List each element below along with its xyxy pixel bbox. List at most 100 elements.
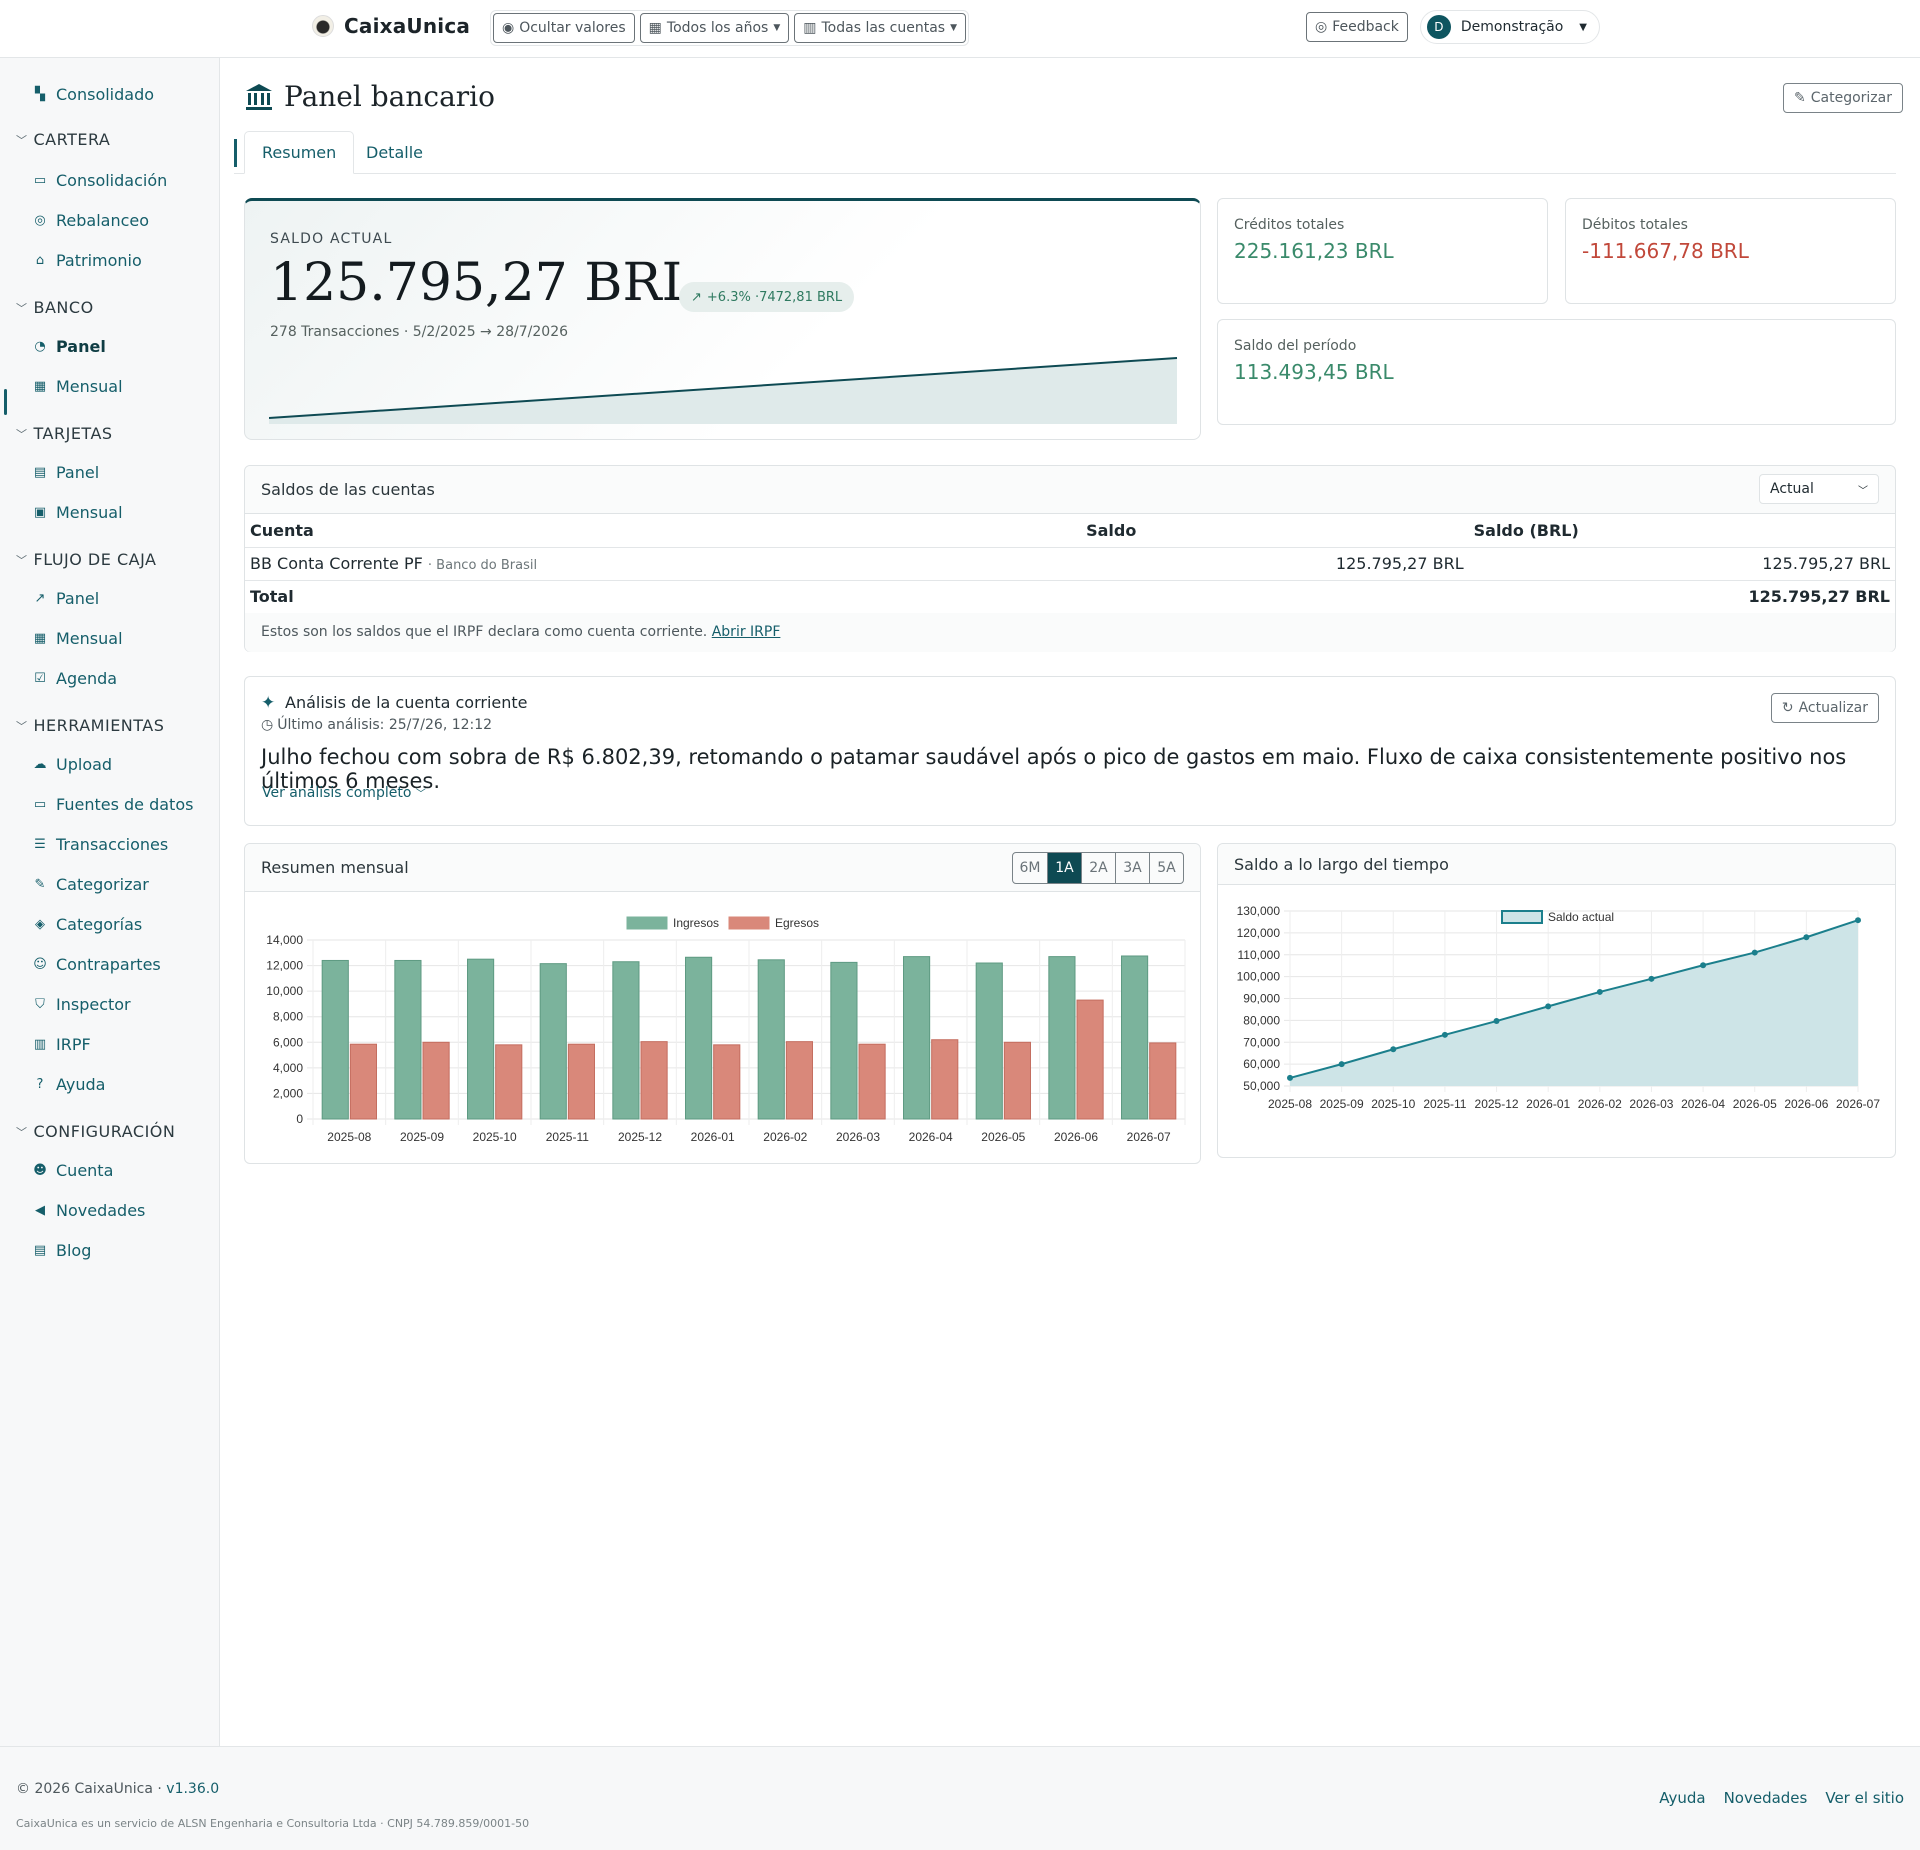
sidebar-item-irpf[interactable]: ▥ IRPF: [33, 1034, 91, 1054]
sidebar-item-upload[interactable]: ☁ Upload: [33, 754, 113, 774]
feedback-button[interactable]: ◎ Feedback: [1305, 12, 1408, 42]
wallet-icon: ▭: [33, 172, 47, 188]
table-row[interactable]: BB Conta Corrente PF · Banco do Brasil 1…: [245, 547, 1895, 581]
bar-ingresos: [757, 959, 785, 1120]
sidebar-item-novedades[interactable]: ◀ Novedades: [32, 1198, 145, 1222]
sidebar-item-inspector[interactable]: ⛉ Inspector: [32, 992, 131, 1016]
sidebar-item-banco-panel[interactable]: ◔ Panel: [32, 334, 106, 358]
range-3a-button[interactable]: 3A: [1115, 853, 1149, 883]
trend-up-icon: ↗: [34, 590, 46, 606]
magic-wand-icon: ✎: [34, 876, 46, 892]
user-name: Demonstração: [1460, 19, 1564, 35]
sidebar-item-ayuda[interactable]: ? Ayuda: [32, 1072, 106, 1096]
monthly-summary-header: Resumen mensual 6M 1A 2A 3A 5A: [245, 844, 1200, 892]
sidebar-item-patrimonio[interactable]: ⌂ Patrimonio: [32, 248, 142, 272]
cloud-upload-icon: ☁: [33, 756, 47, 772]
user-menu[interactable]: D Demonstração ▼: [1419, 10, 1600, 44]
tab-resumen[interactable]: Resumen: [244, 131, 355, 174]
sidebar-item-banco-mensual[interactable]: ▦ Mensual: [33, 376, 123, 396]
total-credits-value: 225.161,23 BRL: [1234, 239, 1394, 263]
top-controls: ◉ Ocultar valores ▦ Todos los años ▼ ▥ T…: [490, 10, 970, 46]
section-flujo-de-caja[interactable]: ﹀ FLUJO DE CAJA: [16, 550, 157, 569]
sidebar-item-cuenta[interactable]: ☻ Cuenta: [33, 1160, 114, 1180]
x-tick-label: 2026-03: [1629, 1097, 1673, 1111]
see-full-analysis-link[interactable]: Ver análisis completo ﹀: [262, 785, 426, 801]
y-tick-label: 70,000: [1243, 1035, 1280, 1049]
sidebar-item-flujo-panel[interactable]: ↗ Panel: [32, 586, 100, 610]
bar-egresos: [1003, 1041, 1031, 1120]
footer-site-link[interactable]: Ver el sitio: [1825, 1789, 1904, 1807]
sidebar-item-tarjetas-mensual[interactable]: ▣ Mensual: [33, 502, 123, 522]
data-point: [1545, 1003, 1552, 1010]
caret-down-icon: ▼: [950, 23, 958, 33]
arrow-up-right-icon: ↗: [691, 289, 702, 305]
section-cartera[interactable]: ﹀ CARTERA: [16, 130, 111, 149]
top-bar: CaixaUnica ◉ Ocultar valores ▦ Todos los…: [0, 0, 1920, 58]
tab-bar: Resumen Detalle: [234, 131, 1896, 174]
y-tick-label: 130,000: [1237, 904, 1281, 918]
range-5a-button[interactable]: 5A: [1149, 853, 1183, 883]
section-tarjetas[interactable]: ﹀ TARJETAS: [16, 424, 113, 443]
data-point: [1493, 1018, 1500, 1025]
bar-egresos: [422, 1041, 450, 1120]
legend-label: Ingresos: [673, 916, 719, 930]
sidebar-item-consolidacion[interactable]: ▭ Consolidación: [33, 170, 168, 190]
data-point: [1751, 949, 1758, 956]
bar-egresos: [640, 1041, 668, 1120]
sidebar-item-transacciones[interactable]: ☰ Transacciones: [32, 832, 168, 856]
sidebar-item-categorizar[interactable]: ✎ Categorizar: [32, 872, 149, 896]
brand[interactable]: CaixaUnica: [312, 14, 470, 38]
hide-values-button[interactable]: ◉ Ocultar valores: [493, 13, 635, 43]
total-credits-card: Créditos totales 225.161,23 BRL: [1217, 198, 1548, 304]
version-link[interactable]: v1.36.0: [166, 1781, 220, 1797]
year-filter-dropdown[interactable]: ▦ Todos los años ▼: [639, 13, 790, 43]
balance-sparkline: [269, 357, 1178, 424]
sidebar-item-flujo-mensual[interactable]: ▦ Mensual: [33, 628, 123, 648]
data-point: [1596, 988, 1603, 995]
categorize-button[interactable]: ✎ Categorizar: [1783, 83, 1903, 113]
sidebar-item-blog[interactable]: ▤ Blog: [33, 1240, 92, 1260]
account-filter-dropdown[interactable]: ▥ Todas las cuentas ▼: [794, 13, 967, 43]
range-selector: 6M 1A 2A 3A 5A: [1012, 852, 1184, 884]
sidebar-item-contrapartes[interactable]: ☺ Contrapartes: [33, 954, 161, 974]
y-tick-label: 12,000: [266, 959, 303, 973]
sidebar-item-agenda[interactable]: ☑ Agenda: [32, 666, 117, 690]
bar-egresos: [1076, 999, 1104, 1120]
sidebar-item-tarjetas-panel[interactable]: ▤ Panel: [33, 462, 100, 482]
account-balances-title: Saldos de las cuentas: [261, 480, 435, 499]
range-6m-button[interactable]: 6M: [1019, 860, 1041, 876]
tab-detalle[interactable]: Detalle: [366, 143, 423, 162]
range-2a-button[interactable]: 2A: [1081, 853, 1115, 883]
bar-egresos: [1149, 1042, 1177, 1120]
analysis-panel: ✦ Análisis de la cuenta corriente ◷ Últi…: [244, 676, 1896, 826]
sidebar-item-categorias[interactable]: ◈ Categorías: [32, 912, 142, 936]
magic-wand-icon: ✎: [1794, 90, 1806, 106]
sidebar-item-consolidado[interactable]: ▚ Consolidado: [32, 82, 154, 106]
x-tick-label: 2026-04: [909, 1130, 953, 1144]
bar-egresos: [785, 1041, 813, 1120]
caret-down-icon: ▼: [1579, 21, 1587, 33]
footer-news-link[interactable]: Novedades: [1723, 1789, 1808, 1807]
area-fill: [1290, 920, 1858, 1086]
x-tick-label: 2026-03: [836, 1130, 880, 1144]
footer-help-link[interactable]: Ayuda: [1659, 1789, 1706, 1807]
section-configuracion[interactable]: ﹀ CONFIGURACIÓN: [16, 1122, 176, 1141]
balance-mode-select[interactable]: Actual ﹀: [1759, 474, 1879, 504]
total-credits-label: Créditos totales: [1234, 217, 1345, 233]
x-tick-label: 2025-08: [1268, 1097, 1312, 1111]
x-tick-label: 2026-05: [981, 1130, 1025, 1144]
range-1a-button[interactable]: 1A: [1047, 853, 1081, 883]
section-herramientas[interactable]: ﹀ HERRAMIENTAS: [16, 716, 165, 735]
section-banco[interactable]: ﹀ BANCO: [16, 298, 94, 317]
avatar: D: [1426, 15, 1451, 39]
period-balance-label: Saldo del período: [1234, 338, 1357, 354]
bar-ingresos: [467, 958, 495, 1120]
x-tick-label: 2026-05: [1733, 1097, 1777, 1111]
refresh-analysis-button[interactable]: ↻ Actualizar: [1770, 693, 1879, 723]
sidebar-item-fuentes-de-datos[interactable]: ▭ Fuentes de datos: [33, 794, 194, 814]
sidebar-item-rebalanceo[interactable]: ◎ Rebalanceo: [32, 208, 149, 232]
chevron-down-icon: ﹀: [16, 553, 28, 567]
dashboard-icon: ▚: [35, 86, 45, 102]
x-tick-label: 2026-02: [763, 1130, 807, 1144]
open-irpf-link[interactable]: Abrir IRPF: [711, 624, 781, 640]
